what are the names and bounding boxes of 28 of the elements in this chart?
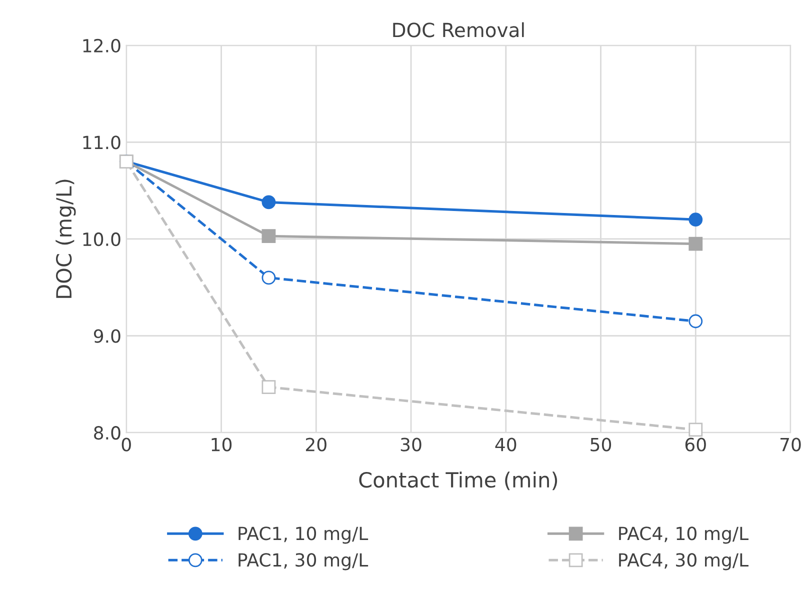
legend-label: PAC1, 30 mg/L — [238, 553, 368, 570]
point — [688, 212, 703, 227]
point — [262, 195, 276, 210]
legend-label: PAC1, 10 mg/L — [238, 526, 368, 544]
point — [262, 229, 276, 244]
y-tick-label: 12.0 — [83, 38, 120, 52]
x-tick-label: 70 — [780, 438, 801, 452]
x-tick-label: 10 — [212, 438, 232, 452]
point — [688, 236, 703, 251]
point — [688, 314, 703, 328]
x-tick-label: 50 — [590, 438, 612, 452]
y-tick-label: 11.0 — [83, 136, 120, 150]
x-axis-title: Contact Time (min) — [359, 472, 558, 490]
legend-label: PAC4, 10 mg/L — [619, 526, 748, 544]
x-tick-label: 30 — [400, 438, 422, 452]
y-tick-label: 10.0 — [83, 232, 120, 246]
y-tick-label: 8.0 — [94, 426, 120, 440]
x-tick-label: 0 — [122, 438, 131, 452]
y-axis-title: DOC (mg/L) — [56, 180, 76, 298]
point — [262, 380, 276, 394]
x-tick-label: 40 — [495, 438, 516, 452]
x-tick-label: 20 — [306, 438, 326, 452]
y-tick-label: 9.0 — [94, 329, 120, 343]
chart-title: DOC Removal — [393, 22, 524, 38]
point — [688, 422, 703, 437]
x-tick-label: 60 — [685, 438, 706, 452]
point — [262, 270, 276, 285]
legend-label: PAC4, 30 mg/L — [619, 553, 748, 570]
